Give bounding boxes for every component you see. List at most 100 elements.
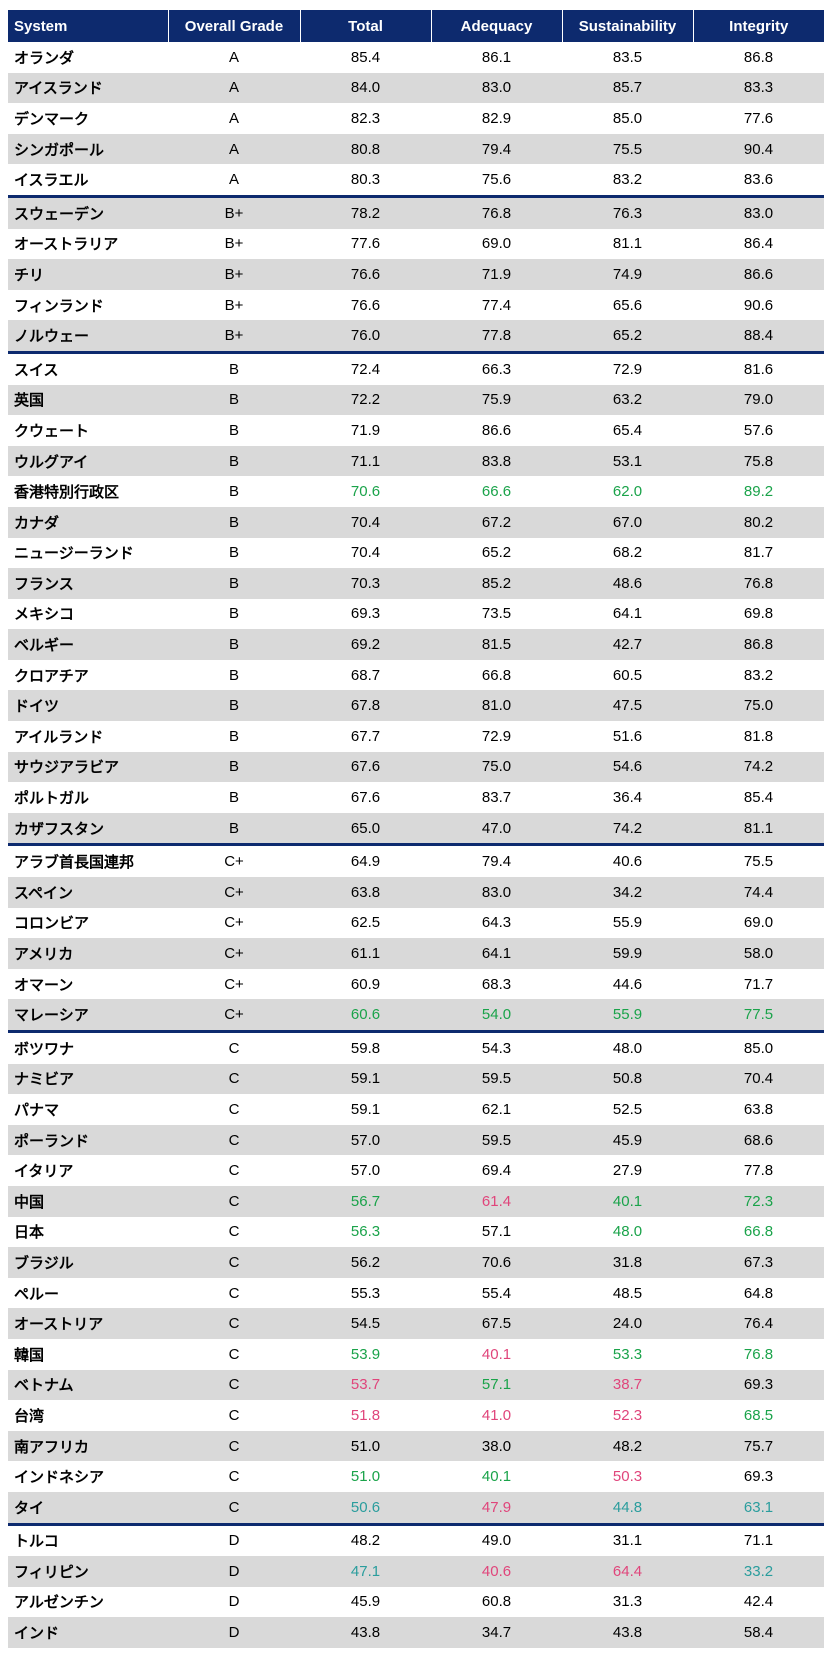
system-cell: アルゼンチン	[14, 1594, 104, 1612]
score-cell: 38.0	[431, 1430, 562, 1462]
score-cell: 86.6	[693, 259, 824, 290]
score-cell: 67.8	[300, 690, 431, 722]
table-row: 中国 C 56.7 61.4 40.1 72.3	[8, 1185, 824, 1217]
score-cell: 53.7	[300, 1369, 431, 1401]
score-cell: 65.0	[300, 812, 431, 845]
score-cell: 81.1	[612, 235, 643, 253]
score-cell: 59.5	[431, 1063, 562, 1095]
score-cell: 82.3	[350, 109, 381, 127]
score-cell: 43.8	[300, 1617, 431, 1648]
score-cell: 83.5	[612, 48, 643, 66]
table-row: 英国 B 72.2 75.9 63.2 79.0	[8, 384, 824, 416]
score-cell: 75.9	[431, 384, 562, 416]
grade-cell: C+	[168, 877, 300, 908]
score-cell: 69.3	[743, 1468, 774, 1486]
score-cell: 48.2	[562, 1430, 693, 1462]
score-cell: 83.2	[743, 666, 774, 684]
system-cell: サウジアラビア	[8, 751, 168, 783]
score-cell: 74.4	[693, 877, 824, 908]
pension-table: System Overall Grade Total Adequacy Sustaina…	[8, 10, 824, 1648]
score-cell: 80.2	[693, 506, 824, 538]
score-cell: 53.1	[562, 445, 693, 477]
system-cell: 台湾	[14, 1407, 45, 1425]
score-cell: 62.1	[481, 1100, 512, 1118]
system-cell: パナマ	[14, 1101, 60, 1119]
score-cell: 27.9	[612, 1162, 643, 1180]
score-cell: 45.9	[562, 1124, 693, 1156]
score-cell: 89.2	[743, 483, 774, 501]
grade-cell: B+	[168, 194, 300, 229]
score-cell: 55.4	[481, 1284, 512, 1302]
table-row: パナマ C 59.1 62.1 52.5 63.8	[8, 1094, 824, 1125]
score-cell: 80.8	[300, 133, 431, 165]
score-cell: 31.1	[562, 1522, 693, 1557]
score-cell: 86.6	[481, 421, 512, 439]
score-cell: 68.3	[481, 975, 512, 993]
score-cell: 48.2	[300, 1522, 431, 1557]
score-cell: 45.9	[350, 1593, 381, 1611]
table-row: 日本 C 56.3 57.1 48.0 66.8	[8, 1217, 824, 1248]
score-cell: 85.4	[350, 48, 381, 66]
score-cell: 52.5	[612, 1100, 643, 1118]
system-cell: クロアチア	[14, 667, 89, 685]
system-cell: イタリア	[14, 1163, 74, 1181]
score-cell: 83.6	[743, 171, 774, 189]
table-row: サウジアラビア B 67.6 75.0 54.6 74.2	[8, 751, 824, 783]
table-row: ウルグアイ B 71.1 83.8 53.1 75.8	[8, 445, 824, 477]
table-row: アイルランド B 67.7 72.9 51.6 81.8	[8, 721, 824, 752]
system-cell: ベトナム	[8, 1369, 168, 1401]
grade-cell: B	[228, 727, 239, 745]
score-cell: 56.2	[300, 1247, 431, 1278]
system-cell: 中国	[8, 1185, 168, 1217]
score-cell: 72.2	[300, 384, 431, 416]
score-cell: 72.9	[481, 727, 512, 745]
table-row: シンガポール A 80.8 79.4 75.5 90.4	[8, 133, 824, 165]
score-cell: 60.5	[612, 666, 643, 684]
table-row: トルコ D 48.2 49.0 31.1 71.1	[8, 1522, 824, 1557]
score-cell: 50.8	[562, 1063, 693, 1095]
score-cell: 56.7	[300, 1185, 431, 1217]
score-cell: 81.7	[743, 544, 774, 562]
table-row: タイ C 50.6 47.9 44.8 63.1	[8, 1491, 824, 1524]
system-cell: カザフスタン	[8, 812, 168, 845]
score-cell: 61.1	[300, 938, 431, 969]
score-cell: 59.5	[431, 1124, 562, 1156]
table-row: 香港特別行政区 B 70.6 66.6 62.0 89.2	[8, 476, 824, 507]
column-header: System	[8, 10, 168, 42]
grade-cell: A	[228, 171, 239, 189]
score-cell: 77.8	[431, 320, 562, 353]
table-row: オランダ A 85.4 86.1 83.5 86.8	[8, 42, 824, 73]
grade-cell: B	[228, 789, 239, 807]
grade-cell: C	[168, 1430, 300, 1462]
score-cell: 76.6	[350, 296, 381, 314]
table-row: アメリカ C+ 61.1 64.1 59.9 58.0	[8, 938, 824, 969]
score-cell: 85.0	[612, 109, 643, 127]
table-row: インドネシア C 51.0 40.1 50.3 69.3	[8, 1461, 824, 1492]
score-cell: 80.3	[350, 171, 381, 189]
score-cell: 68.6	[693, 1124, 824, 1156]
score-cell: 63.8	[743, 1100, 774, 1118]
score-cell: 67.6	[350, 789, 381, 807]
score-cell: 67.5	[431, 1308, 562, 1339]
score-cell: 70.6	[350, 483, 381, 501]
score-cell: 71.1	[693, 1522, 824, 1557]
grade-cell: B	[228, 605, 239, 623]
system-cell: コロンビア	[14, 915, 90, 933]
score-cell: 76.8	[743, 1345, 774, 1363]
score-cell: 72.4	[300, 350, 431, 385]
score-cell: 88.4	[693, 320, 824, 353]
grade-cell: B+	[168, 320, 300, 353]
table-row: イタリア C 57.0 69.4 27.9 77.8	[8, 1155, 824, 1186]
grade-cell: C	[168, 1063, 300, 1095]
table-row: オーストリア C 54.5 67.5 24.0 76.4	[8, 1308, 824, 1339]
table-row: ドイツ B 67.8 81.0 47.5 75.0	[8, 690, 824, 722]
system-cell: ニュージーランド	[14, 545, 134, 563]
grade-cell: B	[168, 384, 300, 416]
system-cell: マレーシア	[8, 999, 168, 1032]
score-cell: 85.7	[562, 72, 693, 104]
system-cell: スペイン	[8, 877, 168, 908]
system-cell: インド	[8, 1617, 168, 1648]
score-cell: 67.3	[693, 1247, 824, 1278]
grade-cell: C	[228, 1100, 240, 1118]
